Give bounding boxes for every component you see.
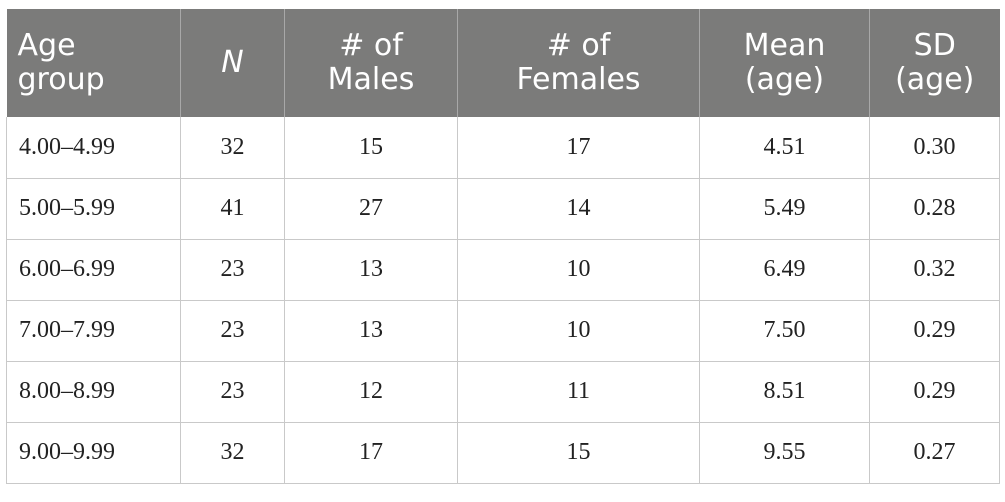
cell-n: 23 [180,300,285,362]
header-sd-age-line2: (age) [895,62,975,97]
cell-males: 27 [284,178,458,240]
cell-females: 10 [457,300,700,362]
header-sd-age: SD (age) [869,9,1000,117]
cell-mean-age: 7.50 [699,300,870,362]
cell-age-group: 8.00–8.99 [6,361,181,423]
table-header: Age group N # of Males # of Females Mean… [6,9,1000,117]
cell-age-group: 7.00–7.99 [6,300,181,362]
cell-males: 17 [284,422,458,484]
header-n: N [180,9,285,117]
header-females-line2: Females [516,62,641,97]
cell-males: 13 [284,300,458,362]
cell-males: 15 [284,117,458,179]
header-mean-age-line1: Mean [743,28,826,63]
cell-mean-age: 5.49 [699,178,870,240]
cell-females: 10 [457,239,700,301]
cell-females: 15 [457,422,700,484]
header-row: Age group N # of Males # of Females Mean… [6,9,1000,117]
cell-age-group: 6.00–6.99 [6,239,181,301]
cell-age-group: 4.00–4.99 [6,117,181,179]
header-males: # of Males [284,9,458,117]
demographics-table: Age group N # of Males # of Females Mean… [6,9,1000,484]
cell-females: 17 [457,117,700,179]
cell-sd-age: 0.27 [869,422,1000,484]
cell-age-group: 5.00–5.99 [6,178,181,240]
header-males-line2: Males [327,62,415,97]
cell-age-group: 9.00–9.99 [6,422,181,484]
cell-mean-age: 4.51 [699,117,870,179]
cell-n: 41 [180,178,285,240]
cell-females: 11 [457,361,700,423]
header-mean-age: Mean (age) [699,9,870,117]
header-mean-age-line2: (age) [744,62,825,97]
header-males-line1: # of [339,28,403,63]
cell-n: 23 [180,361,285,423]
header-females-line1: # of [546,28,611,63]
header-females: # of Females [457,9,700,117]
cell-n: 32 [180,422,285,484]
table-row: 7.00–7.99 23 13 10 7.50 0.29 [6,300,1000,362]
cell-males: 13 [284,239,458,301]
cell-males: 12 [284,361,458,423]
table-row: 5.00–5.99 41 27 14 5.49 0.28 [6,178,1000,240]
cell-mean-age: 6.49 [699,239,870,301]
cell-sd-age: 0.32 [869,239,1000,301]
header-n-line1: N [221,45,244,80]
cell-mean-age: 9.55 [699,422,870,484]
cell-mean-age: 8.51 [699,361,870,423]
table-row: 4.00–4.99 32 15 17 4.51 0.30 [6,117,1000,179]
cell-females: 14 [457,178,700,240]
cell-sd-age: 0.28 [869,178,1000,240]
header-age-group-line2: group [17,62,105,97]
header-age-group: Age group [6,9,181,117]
cell-sd-age: 0.29 [869,361,1000,423]
header-sd-age-line1: SD [913,28,956,63]
table-row: 8.00–8.99 23 12 11 8.51 0.29 [6,361,1000,423]
cell-sd-age: 0.30 [869,117,1000,179]
cell-n: 32 [180,117,285,179]
table-body: 4.00–4.99 32 15 17 4.51 0.30 5.00–5.99 4… [6,117,1000,484]
header-age-group-line1: Age [17,28,76,63]
demographics-table-container: Age group N # of Males # of Females Mean… [6,9,1000,484]
table-row: 9.00–9.99 32 17 15 9.55 0.27 [6,422,1000,484]
table-row: 6.00–6.99 23 13 10 6.49 0.32 [6,239,1000,301]
cell-sd-age: 0.29 [869,300,1000,362]
cell-n: 23 [180,239,285,301]
